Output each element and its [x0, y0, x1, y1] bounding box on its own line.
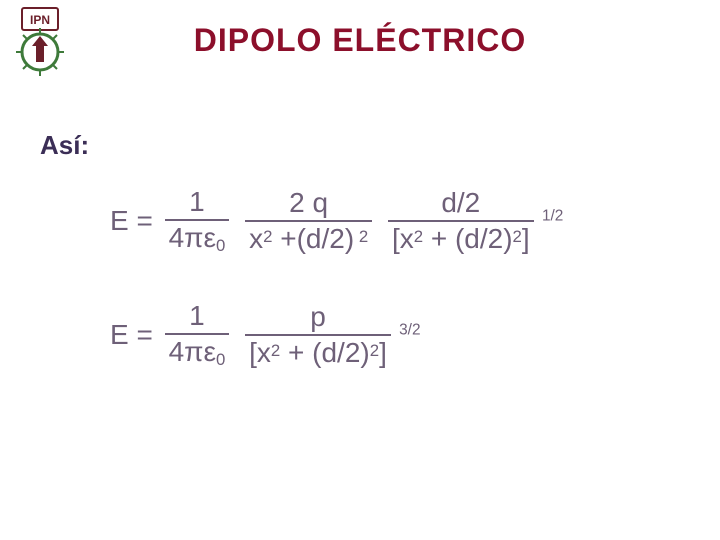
eq1-lhs: E =: [110, 205, 153, 237]
eq1-f1-den-pi: π: [184, 222, 203, 253]
eq2-f1-den-4: 4: [169, 336, 185, 367]
eq2-frac-2: p [x2 + (d/2)2]: [245, 301, 391, 369]
eq2-f2-den: [x2 + (d/2)2]: [245, 334, 391, 369]
eq2-frac-1: 1 4πε0: [165, 300, 230, 370]
eq1-f3-den-exp2: 2: [513, 227, 522, 246]
eq2-f1-den-sub: 0: [216, 350, 225, 369]
eq1-f3-den: [x2 + (d/2)2]: [388, 220, 534, 255]
eq1-f1-den: 4πε0: [165, 219, 230, 256]
eq1-f1-den-4: 4: [169, 222, 185, 253]
eq1-frac-1: 1 4πε0: [165, 186, 230, 256]
eq1-f2-den-exp2: 2: [354, 227, 368, 246]
equation-2: E = 1 4πε0 p [x2 + (d/2)2] 3/2: [110, 300, 421, 370]
eq1-outer-exp: 1/2: [538, 207, 564, 224]
eq1-f2-num: 2 q: [245, 187, 372, 220]
eq1-f3-den-br2: ]: [522, 223, 530, 254]
eq2-f2-den-br1: [x: [249, 337, 271, 368]
eq1-f3-den-br1: [x: [392, 223, 414, 254]
eq1-f1-den-eps: ε: [204, 222, 216, 253]
eq2-f1-den-pi: π: [184, 336, 203, 367]
eq2-f1-den: 4πε0: [165, 333, 230, 370]
eq2-f2-den-br2: ]: [379, 337, 387, 368]
eq1-f2-den-x: x: [249, 223, 263, 254]
eq2-f1-den-eps: ε: [204, 336, 216, 367]
eq2-lhs: E =: [110, 319, 153, 351]
eq1-f1-den-sub: 0: [216, 236, 225, 255]
eq2-f2-den-exp1: 2: [271, 341, 280, 360]
eq1-f3-den-exp1: 2: [414, 227, 423, 246]
eq2-outer-exp: 3/2: [395, 321, 421, 338]
eq2-f2-num: p: [245, 301, 391, 334]
asi-label: Así:: [40, 130, 89, 161]
eq1-f2-den: x2 +(d/2) 2: [245, 220, 372, 255]
eq1-f2-den-plus: +(d/2): [272, 223, 354, 254]
eq1-frac-2: 2 q x2 +(d/2) 2: [245, 187, 372, 255]
eq2-f1-num: 1: [165, 300, 230, 333]
slide-title: DIPOLO ELÉCTRICO: [0, 22, 720, 59]
eq1-f3-den-plus: + (d/2): [423, 223, 512, 254]
eq2-f2-den-plus: + (d/2): [280, 337, 369, 368]
eq1-f3-num: d/2: [388, 187, 534, 220]
eq1-f1-num: 1: [165, 186, 230, 219]
eq1-frac-3: d/2 [x2 + (d/2)2]: [388, 187, 534, 255]
equation-1: E = 1 4πε0 2 q x2 +(d/2) 2 d/2 [x2 + (d/…: [110, 186, 563, 256]
eq2-f2-den-exp2: 2: [370, 341, 379, 360]
